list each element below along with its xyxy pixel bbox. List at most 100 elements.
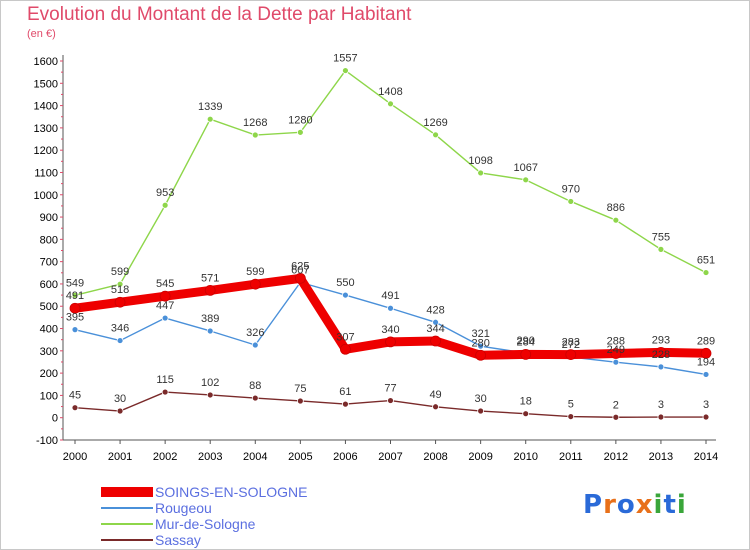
data-point-mur-de-sologne — [116, 280, 124, 288]
x-tick-label: 2013 — [649, 451, 673, 463]
legend-label: Mur-de-Sologne — [155, 516, 256, 532]
x-tick-label: 2007 — [378, 451, 402, 463]
legend-label: Rougeou — [155, 500, 212, 516]
data-point-mur-de-sologne — [206, 115, 214, 123]
data-point-soings-en-sologne — [565, 349, 577, 361]
data-label-mur-de-sologne: 1268 — [243, 117, 267, 129]
data-point-mur-de-sologne — [387, 100, 394, 108]
data-point-soings-en-sologne — [475, 349, 487, 361]
data-label-mur-de-sologne: 1408 — [378, 86, 402, 98]
data-point-soings-en-sologne — [520, 348, 532, 360]
data-label-mur-de-sologne: 1067 — [513, 162, 537, 174]
data-label-soings-en-sologne: 344 — [426, 323, 444, 335]
y-tick-label: 1600 — [34, 56, 58, 68]
data-point-rougeou — [71, 326, 79, 334]
data-label-sassay: 61 — [339, 386, 351, 398]
data-point-soings-en-sologne — [204, 285, 216, 296]
data-label-sassay: 75 — [294, 383, 306, 395]
data-point-soings-en-sologne — [69, 302, 81, 314]
data-label-soings-en-sologne: 283 — [562, 337, 580, 349]
y-tick-label: 1200 — [34, 145, 58, 157]
data-point-rougeou — [612, 358, 620, 366]
data-point-mur-de-sologne — [612, 216, 620, 224]
data-point-rougeou — [116, 337, 124, 344]
series-line-sassay — [74, 391, 707, 418]
y-tick-label: 500 — [40, 301, 58, 313]
y-tick-label: -100 — [36, 435, 58, 447]
data-point-soings-en-sologne — [610, 348, 622, 359]
x-tick-label: 2012 — [604, 451, 628, 463]
data-label-soings-en-sologne: 571 — [201, 272, 219, 284]
y-tick-label: 1500 — [34, 78, 58, 90]
y-tick-label: 1100 — [34, 167, 58, 179]
data-point-rougeou — [432, 318, 439, 326]
data-label-sassay: 88 — [249, 380, 261, 392]
legend-swatch — [101, 539, 153, 541]
data-label-rougeou: 194 — [697, 356, 715, 368]
data-label-rougeou: 321 — [471, 328, 489, 340]
data-point-mur-de-sologne — [296, 128, 304, 136]
data-label-rougeou: 249 — [607, 344, 625, 356]
x-tick-label: 2009 — [468, 451, 492, 463]
data-point-sassay — [206, 391, 214, 399]
y-tick-label: 1300 — [34, 123, 58, 135]
data-label-rougeou: 346 — [111, 323, 129, 335]
data-label-sassay: 3 — [703, 399, 709, 411]
data-label-sassay: 115 — [156, 374, 174, 386]
data-label-soings-en-sologne: 625 — [291, 260, 309, 272]
data-label-mur-de-sologne: 1269 — [423, 117, 447, 129]
chart-unit-label: (en €) — [27, 28, 56, 40]
data-point-rougeou — [251, 341, 259, 349]
legend-swatch — [101, 523, 153, 525]
data-label-soings-en-sologne: 599 — [246, 266, 264, 278]
data-label-mur-de-sologne: 1339 — [198, 101, 222, 113]
data-label-sassay: 77 — [384, 383, 396, 395]
data-point-mur-de-sologne — [657, 245, 665, 253]
data-point-soings-en-sologne — [294, 272, 306, 284]
data-point-sassay — [477, 407, 485, 415]
data-point-mur-de-sologne — [161, 201, 169, 209]
y-tick-label: 0 — [52, 413, 58, 425]
y-tick-label: 1400 — [34, 101, 58, 113]
data-label-rougeou: 395 — [66, 312, 84, 324]
data-point-sassay — [432, 403, 439, 411]
legend-swatch — [101, 487, 153, 497]
data-point-sassay — [161, 388, 169, 396]
data-label-rougeou: 228 — [652, 349, 670, 361]
data-label-rougeou: 326 — [246, 327, 264, 339]
x-tick-label: 2006 — [333, 451, 357, 463]
data-label-sassay: 30 — [114, 393, 126, 405]
data-label-soings-en-sologne: 289 — [697, 335, 715, 347]
data-label-rougeou: 447 — [156, 300, 174, 312]
legend-swatch — [101, 507, 153, 509]
data-point-soings-en-sologne — [385, 336, 396, 348]
x-tick-label: 2002 — [153, 451, 177, 463]
y-tick-label: 900 — [40, 212, 58, 224]
data-label-sassay: 3 — [658, 399, 664, 411]
data-point-rougeou — [702, 371, 710, 378]
data-point-soings-en-sologne — [159, 290, 171, 302]
data-point-mur-de-sologne — [522, 176, 530, 184]
legend-label: Sassay — [155, 532, 201, 548]
chart-title: Evolution du Montant de la Dette par Hab… — [27, 4, 412, 25]
data-point-sassay — [702, 413, 710, 421]
x-tick-label: 2003 — [198, 451, 222, 463]
data-point-rougeou — [342, 291, 349, 299]
y-tick-label: 100 — [40, 390, 58, 402]
data-point-rougeou — [206, 327, 214, 335]
data-label-rougeou: 607 — [291, 264, 309, 276]
data-label-mur-de-sologne: 1098 — [468, 155, 492, 167]
x-tick-label: 2008 — [423, 451, 447, 463]
data-label-rougeou: 550 — [336, 277, 354, 289]
data-point-sassay — [657, 413, 665, 421]
data-point-soings-en-sologne — [114, 296, 126, 308]
logo-letter: P — [583, 490, 604, 520]
data-point-mur-de-sologne — [342, 67, 349, 74]
data-point-rougeou — [477, 342, 485, 350]
data-point-soings-en-sologne — [249, 278, 261, 290]
data-point-sassay — [567, 413, 575, 420]
data-point-sassay — [612, 413, 620, 421]
x-tick-label: 2004 — [243, 451, 267, 463]
data-label-soings-en-sologne: 280 — [471, 337, 489, 349]
data-point-sassay — [387, 397, 394, 404]
